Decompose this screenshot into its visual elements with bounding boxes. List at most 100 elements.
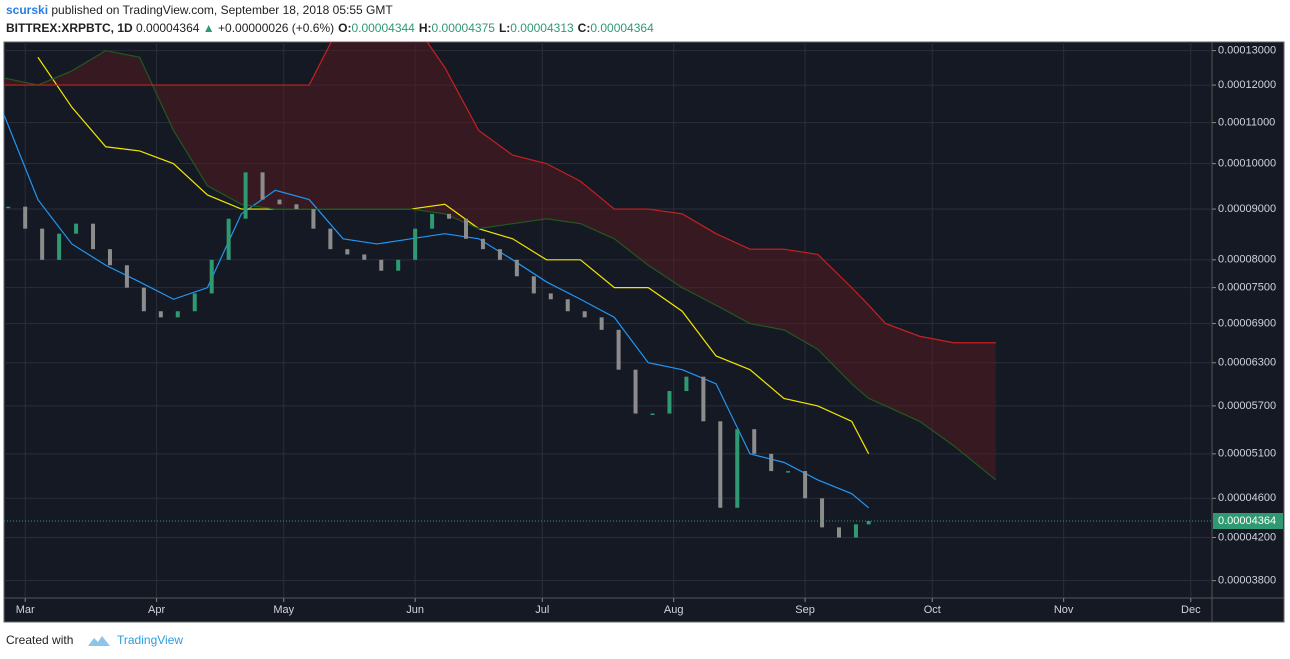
candle	[277, 199, 282, 205]
y-tick-label: 0.00011000	[1218, 116, 1275, 128]
change-arrow: ▲	[203, 21, 215, 35]
candle	[40, 228, 45, 260]
candle	[311, 209, 316, 229]
candle	[769, 453, 774, 472]
candle	[91, 223, 96, 250]
ohlc: O:0.00004344 H:0.00004375 L:0.00004313 C:0.…	[338, 21, 654, 35]
symbol-line: BITTREX:XRPBTC, 1D 0.00004364 ▲ +0.00000…	[6, 21, 654, 35]
candle	[599, 317, 604, 330]
candle	[853, 524, 858, 538]
ichimoku-line	[4, 49, 997, 481]
last-price-box	[1213, 513, 1283, 530]
candle	[650, 413, 655, 416]
symbol: BITTREX:XRPBTC, 1D	[6, 21, 133, 35]
candle	[735, 429, 740, 508]
candle	[294, 204, 299, 210]
y-tick-label: 0.00006900	[1218, 317, 1276, 329]
candle	[718, 421, 723, 508]
candle	[616, 329, 621, 370]
y-tick-label: 0.00004600	[1218, 492, 1276, 504]
candle	[786, 471, 791, 473]
y-tick-label: 0.00008000	[1218, 254, 1276, 266]
brand[interactable]: TradingView	[117, 633, 183, 647]
ohlc-value: 0.00004364	[590, 21, 654, 35]
x-tick-label: May	[273, 604, 294, 616]
candle	[430, 213, 435, 229]
candle	[345, 249, 350, 255]
candle	[192, 293, 197, 312]
candle	[175, 311, 180, 318]
x-tick-label: Dec	[1181, 604, 1201, 616]
ichimoku-cloud	[4, 42, 996, 480]
candle	[328, 228, 333, 250]
y-tick-label: 0.00012000	[1218, 79, 1276, 91]
y-tick-label: 0.00003800	[1218, 575, 1276, 587]
x-tick-label: Jul	[535, 604, 549, 616]
candle	[531, 276, 536, 294]
ichimoku-line	[37, 56, 870, 455]
y-tick-label: 0.00005100	[1218, 448, 1276, 460]
candle	[379, 259, 384, 271]
candle	[396, 259, 401, 271]
y-tick-label: 0.00007500	[1218, 282, 1276, 294]
ohlc-key: H:	[419, 21, 432, 35]
candle	[124, 265, 129, 288]
candle	[107, 249, 112, 266]
ohlc-key: C:	[578, 21, 591, 35]
candle	[820, 498, 825, 528]
published-text: published on TradingView.com, September …	[51, 3, 393, 17]
change: +0.00000026 (+0.6%)	[218, 21, 334, 35]
ohlc-value: 0.00004344	[351, 21, 415, 35]
candle	[667, 391, 672, 414]
candle	[633, 369, 638, 414]
footer: Created with	[6, 633, 73, 647]
candle	[141, 287, 146, 312]
candle	[226, 218, 231, 260]
candle	[514, 259, 519, 277]
candle	[548, 293, 553, 300]
header-line: scurski published on TradingView.com, Se…	[6, 3, 393, 17]
candle	[260, 172, 265, 200]
candle	[565, 299, 570, 312]
y-tick-label: 0.00006300	[1218, 357, 1276, 369]
candle	[464, 218, 469, 239]
y-tick-label: 0.00009000	[1218, 203, 1276, 215]
candle	[701, 376, 706, 422]
candle	[6, 206, 11, 209]
candle	[413, 228, 418, 260]
y-tick-label: 0.00010000	[1218, 158, 1276, 170]
y-tick-label: 0.00013000	[1218, 44, 1276, 56]
candle	[158, 311, 163, 318]
x-tick-label: Sep	[795, 604, 815, 616]
ohlc-value: 0.00004313	[510, 21, 574, 35]
candle	[57, 233, 62, 260]
ohlc-value: 0.00004375	[432, 21, 496, 35]
candle	[23, 206, 28, 229]
candle	[866, 521, 871, 525]
candle	[447, 213, 452, 219]
candle	[243, 172, 248, 219]
y-tick-label: 0.00004200	[1218, 531, 1276, 543]
ichimoku-line	[4, 42, 996, 344]
brand-logo[interactable]	[88, 636, 110, 646]
candle	[803, 471, 808, 499]
price: 0.00004364	[136, 21, 200, 35]
candle	[497, 249, 502, 260]
candle	[837, 527, 842, 538]
x-tick-label: Mar	[16, 604, 35, 616]
candle	[752, 429, 757, 454]
x-tick-label: Apr	[148, 604, 165, 616]
candle	[362, 254, 367, 260]
publisher[interactable]: scurski	[6, 3, 48, 17]
y-tick-label: 0.00005700	[1218, 400, 1276, 412]
x-tick-label: Jun	[406, 604, 424, 616]
candle	[209, 259, 214, 294]
ohlc-key: L:	[499, 21, 510, 35]
candle	[480, 238, 485, 250]
ohlc-key: O:	[338, 21, 351, 35]
candle	[74, 223, 79, 234]
x-tick-label: Oct	[924, 604, 941, 616]
candle	[582, 311, 587, 318]
last-price-label: 0.00004364	[1218, 515, 1276, 527]
